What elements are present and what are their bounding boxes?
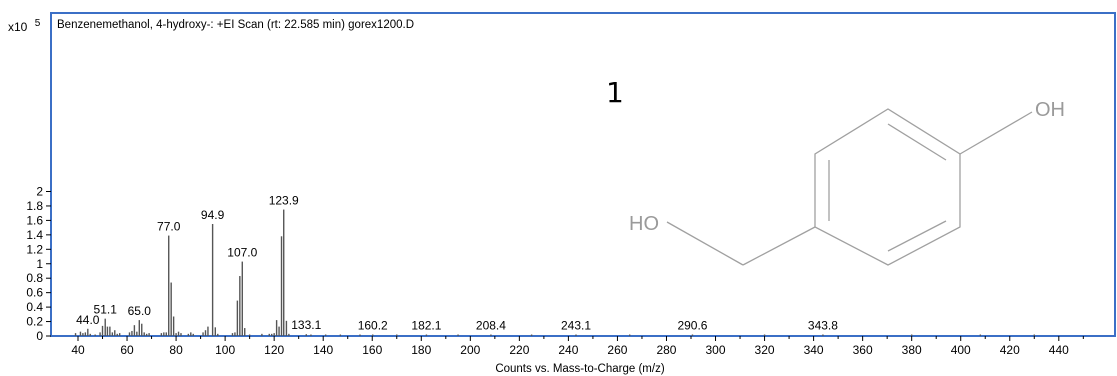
x-tick-label: 300 bbox=[706, 343, 726, 357]
y-tick-label: 2 bbox=[36, 185, 43, 199]
y-tick-label: 0 bbox=[36, 329, 43, 343]
x-tick-label: 120 bbox=[264, 343, 284, 357]
x-tick-label: 160 bbox=[362, 343, 382, 357]
compound-number: 1 bbox=[606, 76, 624, 109]
y-tick-label: 1.4 bbox=[26, 228, 43, 242]
peak-label: 243.1 bbox=[561, 319, 591, 333]
y-tick-label: 0.6 bbox=[26, 286, 43, 300]
peak-label: 94.9 bbox=[201, 208, 225, 222]
x-tick-label: 440 bbox=[1049, 343, 1069, 357]
plot-frame bbox=[50, 12, 1116, 337]
ch2-bond bbox=[742, 226, 816, 266]
ring-inner-bond-2 bbox=[887, 220, 947, 252]
ring-inner-bond-1 bbox=[887, 123, 947, 161]
hydroxymethyl-label: HO bbox=[629, 213, 659, 235]
y-axis: 00.20.40.60.811.21.41.61.82 bbox=[26, 185, 51, 343]
x-tick-label: 200 bbox=[460, 343, 480, 357]
x-tick-label: 80 bbox=[169, 343, 183, 357]
x-axis-label: Counts vs. Mass-to-Charge (m/z) bbox=[495, 363, 665, 375]
x-tick-label: 320 bbox=[755, 343, 775, 357]
y-tick-label: 1.8 bbox=[26, 199, 43, 213]
x-tick-label: 100 bbox=[215, 343, 235, 357]
x-tick-label: 260 bbox=[607, 343, 627, 357]
y-multiplier-exponent: 5 bbox=[35, 18, 41, 29]
x-tick-label: 40 bbox=[71, 343, 85, 357]
benzene-ring bbox=[666, 108, 1033, 266]
y-tick-label: 0.4 bbox=[26, 300, 43, 314]
peak-label: 208.4 bbox=[476, 319, 506, 333]
spectrum-peaks bbox=[74, 209, 1035, 336]
x-tick-label: 240 bbox=[558, 343, 578, 357]
peak-label: 107.0 bbox=[227, 246, 257, 260]
y-tick-label: 1.6 bbox=[26, 213, 43, 227]
x-tick-label: 280 bbox=[656, 343, 676, 357]
x-tick-label: 400 bbox=[951, 343, 971, 357]
peak-label: 160.2 bbox=[358, 319, 388, 333]
x-tick-label: 220 bbox=[509, 343, 529, 357]
y-multiplier-base: x10 bbox=[8, 20, 28, 34]
ho-bond bbox=[666, 221, 744, 266]
ring-outline bbox=[814, 108, 961, 266]
peak-label: 77.0 bbox=[157, 220, 181, 234]
peak-label: 44.0 bbox=[76, 313, 100, 327]
chart-title: Benzenemethanol, 4-hydroxy-: +EI Scan (r… bbox=[57, 19, 414, 31]
y-tick-label: 0.8 bbox=[26, 271, 43, 285]
x-tick-label: 340 bbox=[804, 343, 824, 357]
oh-bond bbox=[959, 111, 1033, 155]
x-tick-label: 360 bbox=[853, 343, 873, 357]
structure-inset: 1 OH HO bbox=[606, 76, 1065, 266]
peak-label: 65.0 bbox=[128, 304, 152, 318]
y-tick-label: 1.2 bbox=[26, 242, 43, 256]
x-tick-label: 380 bbox=[902, 343, 922, 357]
peak-labels: 44.051.1 65.0 77.0 94.9 107.0 123.9 133.1 160.2… bbox=[76, 194, 838, 333]
y-tick-label: 0.2 bbox=[26, 315, 43, 329]
peak-label: 123.9 bbox=[269, 194, 299, 208]
x-tick-label: 420 bbox=[1000, 343, 1020, 357]
x-tick-label: 180 bbox=[411, 343, 431, 357]
x-tick-label: 60 bbox=[120, 343, 134, 357]
peak-label: 133.1 bbox=[291, 318, 321, 332]
peak-label: 182.1 bbox=[411, 319, 441, 333]
hydroxyl-label: OH bbox=[1035, 99, 1065, 121]
x-axis: 40 60 80 100 120 140 160 180 200 220 240 260 280 300 3… bbox=[71, 336, 1084, 357]
y-multiplier: x10 5 bbox=[8, 18, 41, 34]
peak-label: 51.1 bbox=[94, 303, 118, 317]
y-tick-label: 1 bbox=[36, 257, 43, 271]
peak-label: 290.6 bbox=[677, 319, 707, 333]
x-tick-label: 140 bbox=[313, 343, 333, 357]
peak-label: 343.8 bbox=[808, 319, 838, 333]
